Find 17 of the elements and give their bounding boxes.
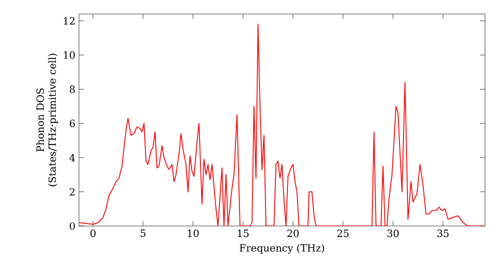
x-axis-title: Frequency (THz) — [240, 244, 324, 254]
y-tick-label: 8 — [70, 85, 75, 93]
x-tick-label: 35 — [437, 230, 449, 238]
y-tick-label: 2 — [70, 188, 74, 196]
x-tick-label: 10 — [188, 230, 199, 238]
y-tick-label: 10 — [64, 51, 75, 59]
x-tick-label: 30 — [387, 230, 399, 238]
y-tick-label: 12 — [64, 17, 74, 25]
x-tick-label: 25 — [337, 230, 349, 238]
y-tick-label: 0 — [70, 222, 75, 230]
y-tick-label: 6 — [70, 120, 75, 128]
x-tick-label: 0 — [90, 230, 96, 238]
x-tick-label: 5 — [140, 230, 146, 237]
x-tick-label: 20 — [287, 230, 299, 238]
y-axis-title: Phonon DOS (States/THz·primitive cell) — [36, 54, 58, 186]
x-tick-label: 15 — [238, 230, 249, 238]
y-tick-label: 4 — [69, 154, 75, 162]
